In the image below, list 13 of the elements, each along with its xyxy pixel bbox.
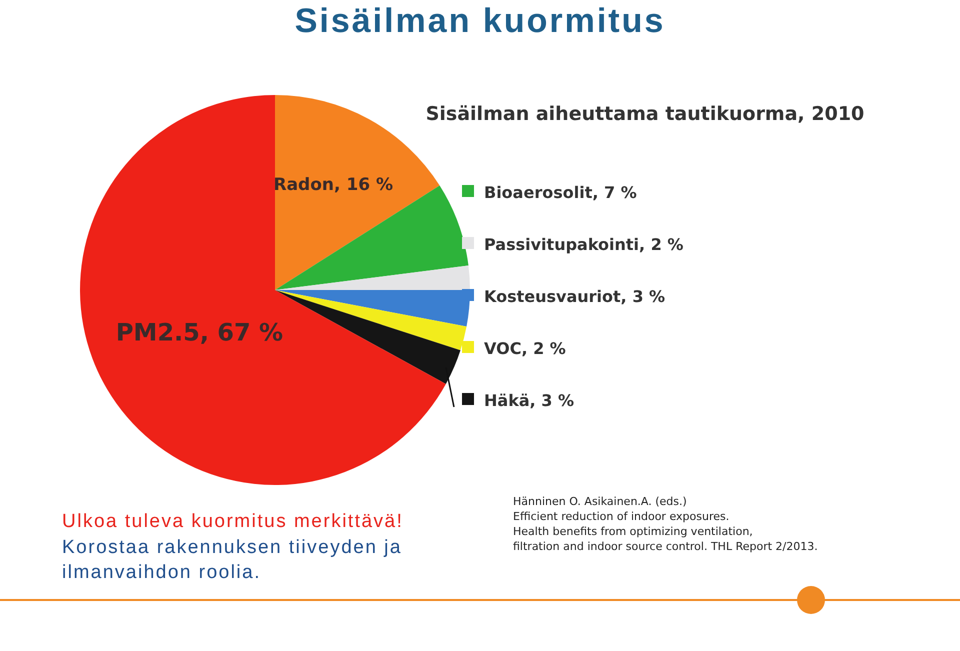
legend-label: Passivitupakointi, 2 % <box>484 235 684 254</box>
legend-label: Kosteusvauriot, 3 % <box>484 287 666 306</box>
slice-label: PM2.5, 67 % <box>116 318 284 347</box>
pie-slice <box>275 266 470 290</box>
text: Korostaa rakennuksen tiiveyden ja ilmanvaihdon roolia. <box>62 537 402 583</box>
chart-subtitle: Sisäilman aiheuttama tautikuorma, 2010 <box>426 103 864 125</box>
slice-label: Radon, 16 % <box>273 175 393 196</box>
text: Ulkoa tuleva kuormitus merkittävä! <box>62 511 404 532</box>
chart-title: Sisäilman kuormitus <box>294 2 666 40</box>
legend-label: Bioaerosolit, 7 % <box>484 183 637 202</box>
text: Hänninen O. Asikainen.A. (eds.) Efficient reduction of indoor exposures. Health benefits from optimizing ventilation, filtration and indoor source control. THL Report 2/2013. <box>513 495 818 553</box>
legend-label: VOC, 2 % <box>484 339 566 358</box>
legend-label: Häkä, 3 % <box>484 391 574 410</box>
